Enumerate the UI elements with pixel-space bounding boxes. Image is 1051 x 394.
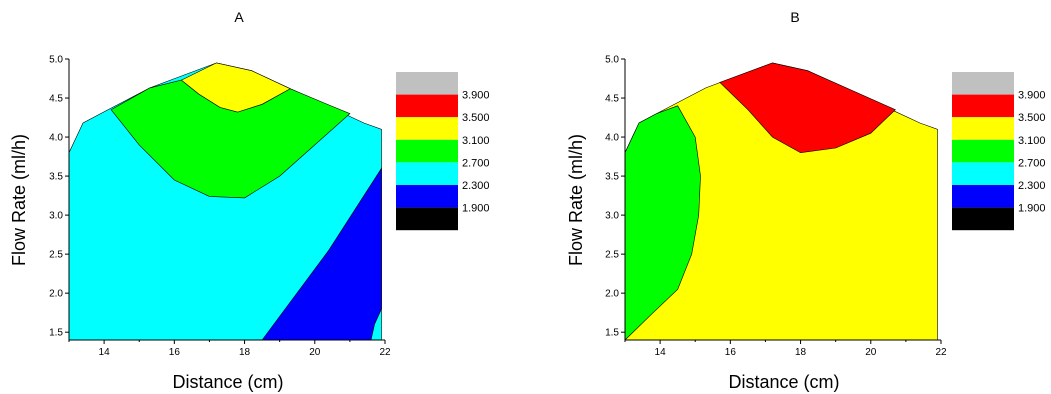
legend-swatch: [396, 72, 458, 95]
x-tick-label: 14: [99, 347, 111, 358]
x-axis-label: Distance (cm): [172, 372, 283, 392]
panel-b: B 14 16 18 20 22 1.5 2.0 2.5 3.0 3.5 4.0 4.5 5.0 Dis…: [566, 9, 1046, 392]
legend-level-label: 2.700: [1018, 157, 1046, 169]
axes: 14 16 18 20 22 1.5 2.0 2.5 3.0 3.5 4.0 4.5 5.0: [605, 55, 947, 359]
y-tick-label: 4.5: [605, 94, 619, 105]
contour-region: [180, 62, 291, 113]
legend-level-label: 3.900: [462, 90, 490, 102]
legend-swatch: [952, 207, 1014, 231]
y-axis-label: Flow Rate (ml/h): [9, 134, 29, 266]
x-tick-label: 16: [169, 347, 181, 358]
color-legend: 3.900 3.500 3.100 2.700 2.300 1.900: [952, 72, 1046, 231]
color-legend: 3.900 3.500 3.100 2.700 2.300 1.900: [396, 72, 490, 231]
y-tick-label: 1.5: [605, 328, 619, 339]
legend-level-label: 3.100: [1018, 135, 1046, 147]
legend-level-label: 3.900: [1018, 90, 1046, 102]
legend-swatch: [396, 94, 458, 118]
contour-region: [719, 62, 896, 154]
legend-swatch: [952, 162, 1014, 185]
legend-swatch: [952, 72, 1014, 95]
legend-swatch: [396, 185, 458, 208]
y-tick-label: 1.5: [49, 328, 63, 339]
x-tick-label: 14: [655, 347, 667, 358]
panel-a: A 14 16 18 20 22 1.5 2.0 2.5 3.0 3.5 4.0 4.5 5.0 Dis…: [9, 9, 490, 392]
contour-plot-area: [68, 62, 382, 341]
y-tick-label: 2.0: [49, 289, 63, 300]
legend-level-label: 3.500: [462, 112, 490, 124]
y-tick-label: 2.5: [49, 250, 63, 261]
panel-title: B: [790, 9, 799, 25]
legend-level-label: 2.300: [1018, 180, 1046, 192]
contour-region: [624, 105, 701, 341]
legend-level-label: 1.900: [1018, 203, 1046, 215]
legend-swatch: [952, 94, 1014, 118]
legend-swatch: [396, 162, 458, 185]
legend-level-label: 1.900: [462, 203, 490, 215]
x-tick-label: 18: [795, 347, 807, 358]
legend-swatch: [952, 139, 1014, 163]
y-tick-label: 5.0: [49, 55, 63, 66]
legend-swatch: [952, 185, 1014, 208]
x-tick-label: 18: [239, 347, 251, 358]
x-tick-label: 22: [935, 347, 947, 358]
contour-plot-area: [624, 62, 938, 341]
y-axis-label: Flow Rate (ml/h): [566, 134, 586, 266]
legend-level-label: 2.700: [462, 157, 490, 169]
legend-level-label: 3.500: [1018, 112, 1046, 124]
axes: 14 16 18 20 22 1.5 2.0 2.5 3.0 3.5 4.0 4.5 5.0: [49, 55, 391, 359]
legend-level-label: 3.100: [462, 135, 490, 147]
legend-level-label: 2.300: [462, 180, 490, 192]
x-tick-label: 20: [865, 347, 877, 358]
y-tick-label: 3.0: [49, 211, 63, 222]
legend-swatch: [396, 139, 458, 163]
y-tick-label: 4.5: [49, 94, 63, 105]
x-tick-label: 22: [379, 347, 391, 358]
y-tick-label: 3.5: [605, 172, 619, 183]
x-axis-label: Distance (cm): [728, 372, 839, 392]
y-tick-label: 3.5: [49, 172, 63, 183]
y-tick-label: 4.0: [49, 133, 63, 144]
y-tick-label: 2.0: [605, 289, 619, 300]
legend-swatch: [952, 117, 1014, 140]
legend-swatch: [396, 207, 458, 231]
legend-swatch: [396, 117, 458, 140]
x-tick-label: 20: [309, 347, 321, 358]
y-tick-label: 3.0: [605, 211, 619, 222]
y-tick-label: 5.0: [605, 55, 619, 66]
x-tick-label: 16: [725, 347, 737, 358]
panel-title: A: [234, 9, 244, 25]
y-tick-label: 4.0: [605, 133, 619, 144]
y-tick-label: 2.5: [605, 250, 619, 261]
